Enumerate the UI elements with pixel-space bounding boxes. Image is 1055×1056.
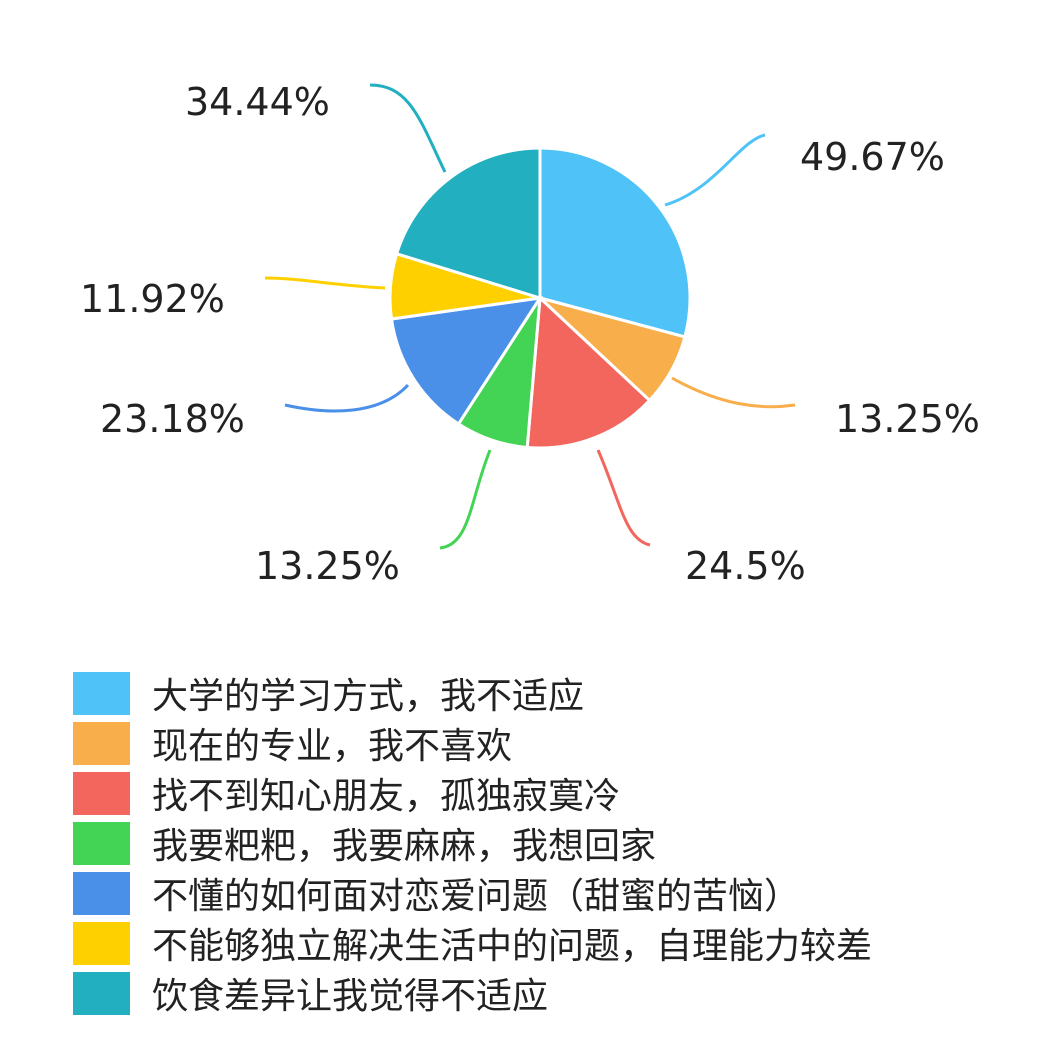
legend-item: 饮食差异让我觉得不适应 [73, 968, 872, 1018]
pie-slice [389, 296, 544, 426]
legend-label: 不懂的如何面对恋爱问题（甜蜜的苦恼） [152, 876, 801, 917]
legend-item: 不能够独立解决生活中的问题，自理能力较差 [73, 918, 872, 968]
data-label: 34.44% [185, 80, 330, 124]
legend-swatch [73, 871, 130, 915]
pie-slice [525, 294, 652, 450]
data-label: 13.25% [835, 397, 980, 441]
legend-swatch [73, 671, 130, 715]
legend-swatch [73, 771, 130, 815]
legend-label: 我要粑粑，我要麻麻，我想回家 [152, 826, 657, 867]
data-label: 24.5% [685, 544, 806, 588]
data-label: 13.25% [255, 544, 400, 588]
legend-label: 找不到知心朋友，孤独寂寞冷 [152, 776, 621, 817]
leader-line [664, 133, 766, 207]
legend-swatch [73, 921, 130, 965]
leader-line [369, 83, 447, 173]
legend-label: 现在的专业，我不喜欢 [152, 726, 513, 767]
data-label: 11.92% [80, 277, 225, 321]
pie-slice [394, 146, 542, 301]
pie-slice [538, 146, 692, 339]
legend-label: 饮食差异让我觉得不适应 [152, 976, 549, 1017]
leader-line [439, 449, 492, 550]
legend-item: 现在的专业，我不喜欢 [73, 718, 872, 768]
legend-item: 找不到知心朋友，孤独寂寞冷 [73, 768, 872, 818]
legend-label: 大学的学习方式，我不适应 [152, 676, 585, 717]
legend-item: 大学的学习方式，我不适应 [73, 668, 872, 718]
legend-swatch [73, 721, 130, 765]
legend-swatch [73, 971, 130, 1015]
data-label: 49.67% [800, 135, 945, 179]
legend-item: 不懂的如何面对恋爱问题（甜蜜的苦恼） [73, 868, 872, 918]
data-label: 23.18% [100, 397, 245, 441]
leader-line [264, 276, 386, 290]
legend-swatch [73, 821, 130, 865]
leader-line [596, 449, 651, 547]
legend-item: 我要粑粑，我要麻麻，我想回家 [73, 818, 872, 868]
leader-line [284, 383, 410, 413]
pie-chart [264, 83, 796, 550]
leader-line [671, 376, 796, 409]
legend-label: 不能够独立解决生活中的问题，自理能力较差 [152, 926, 873, 967]
legend: 大学的学习方式，我不适应 现在的专业，我不喜欢找不到知心朋友，孤独寂寞冷 我要粑粑，… [73, 668, 872, 1018]
